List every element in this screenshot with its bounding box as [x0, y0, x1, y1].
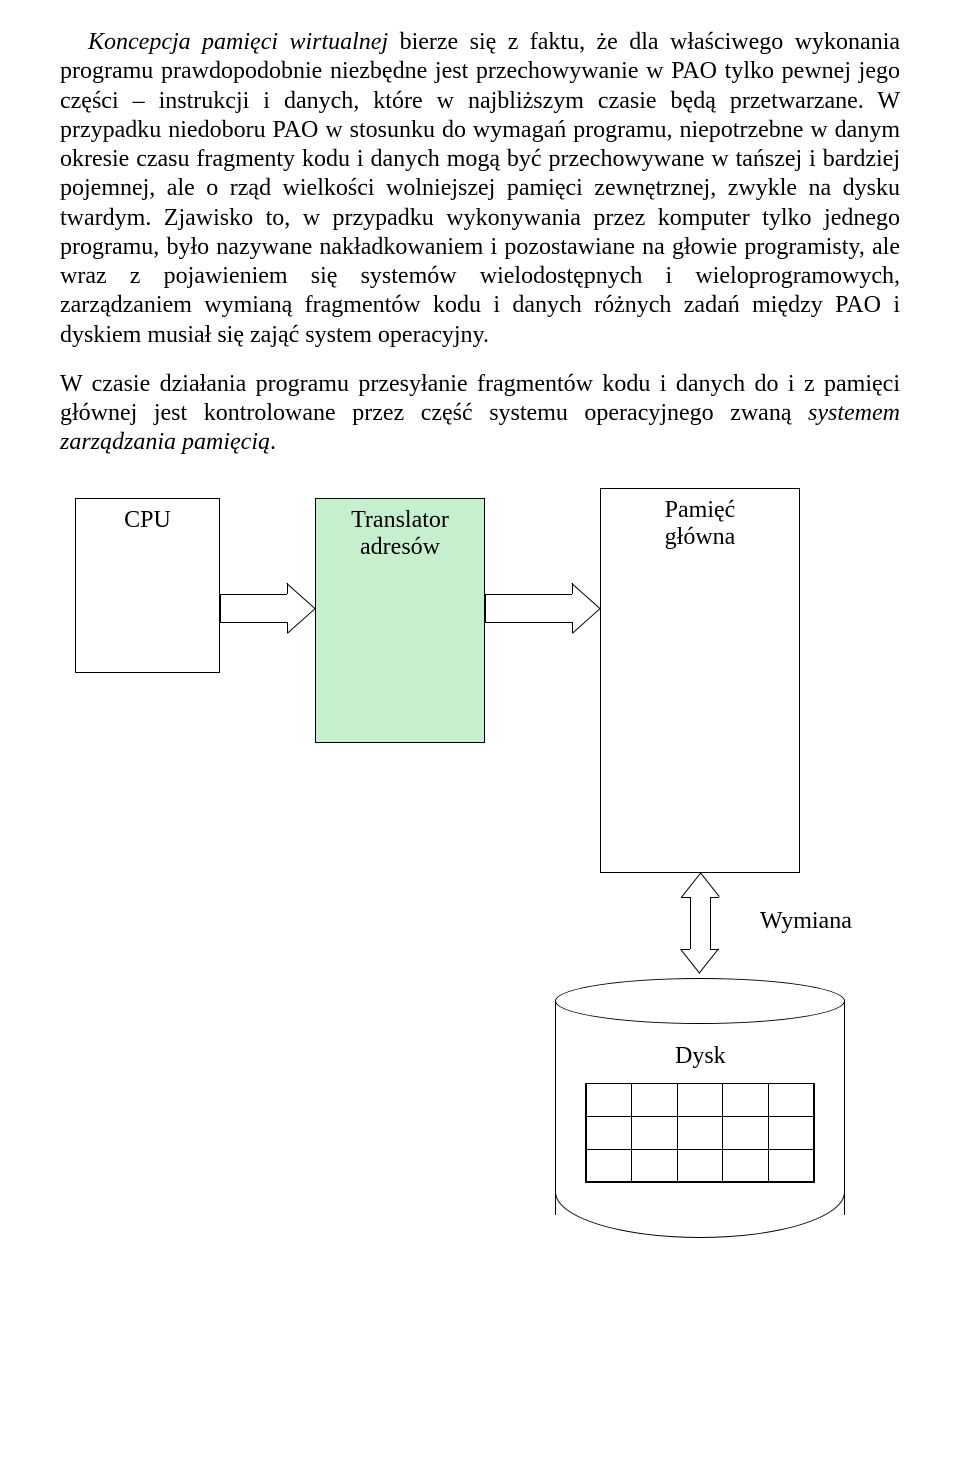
p2-c: .	[270, 429, 276, 455]
disk-grid-cell	[722, 1083, 769, 1117]
translator-box: Translatoradresów	[315, 498, 485, 743]
disk-grid-cell	[677, 1083, 724, 1117]
wymiana-label: Wymiana	[760, 908, 852, 935]
memory-label-1: Pamięć	[665, 497, 736, 524]
disk-cylinder-bottom	[555, 1192, 845, 1238]
memory-label-2: główna	[665, 524, 736, 551]
disk-grid-cell	[586, 1116, 633, 1150]
paragraph-1: Koncepcja pamięci wirtualnej bierze się …	[60, 28, 900, 350]
disk-grid-cell	[722, 1116, 769, 1150]
disk-grid-cell	[768, 1149, 815, 1183]
disk-grid-cell	[677, 1149, 724, 1183]
p1-italic: Koncepcja pamięci wirtualnej	[88, 29, 388, 55]
disk-grid-cell	[631, 1149, 678, 1183]
cpu-box: CPU	[75, 498, 220, 673]
arrow-memory-disk-exchange	[690, 873, 710, 973]
translator-label-2: adresów	[360, 534, 440, 561]
translator-label-1: Translator	[351, 507, 449, 534]
disk-grid-cell	[722, 1149, 769, 1183]
paragraph-2: W czasie działania programu przesyłanie …	[60, 370, 900, 458]
arrow-cpu-to-translator	[220, 594, 315, 622]
disk-grid-cell	[768, 1083, 815, 1117]
disk-grid-cell	[768, 1116, 815, 1150]
p1-rest: bierze się z faktu, że dla właściwego wy…	[60, 29, 900, 348]
disk-cylinder-top	[555, 978, 845, 1024]
disk-grid-cell	[586, 1149, 633, 1183]
disk-grid-cell	[631, 1083, 678, 1117]
p2-a: W czasie działania programu przesyłanie …	[60, 371, 900, 426]
arrow-translator-to-memory	[485, 594, 600, 622]
memory-diagram: CPU Translatoradresów Pamięćgłówna Wymiana D…	[60, 488, 900, 1308]
dysk-label: Dysk	[675, 1043, 726, 1070]
main-memory-box: Pamięćgłówna	[600, 488, 800, 873]
disk-grid-cell	[586, 1083, 633, 1117]
cpu-label: CPU	[124, 507, 171, 534]
disk-page-grid	[585, 1083, 815, 1183]
disk-grid-cell	[631, 1116, 678, 1150]
disk-grid-cell	[677, 1116, 724, 1150]
